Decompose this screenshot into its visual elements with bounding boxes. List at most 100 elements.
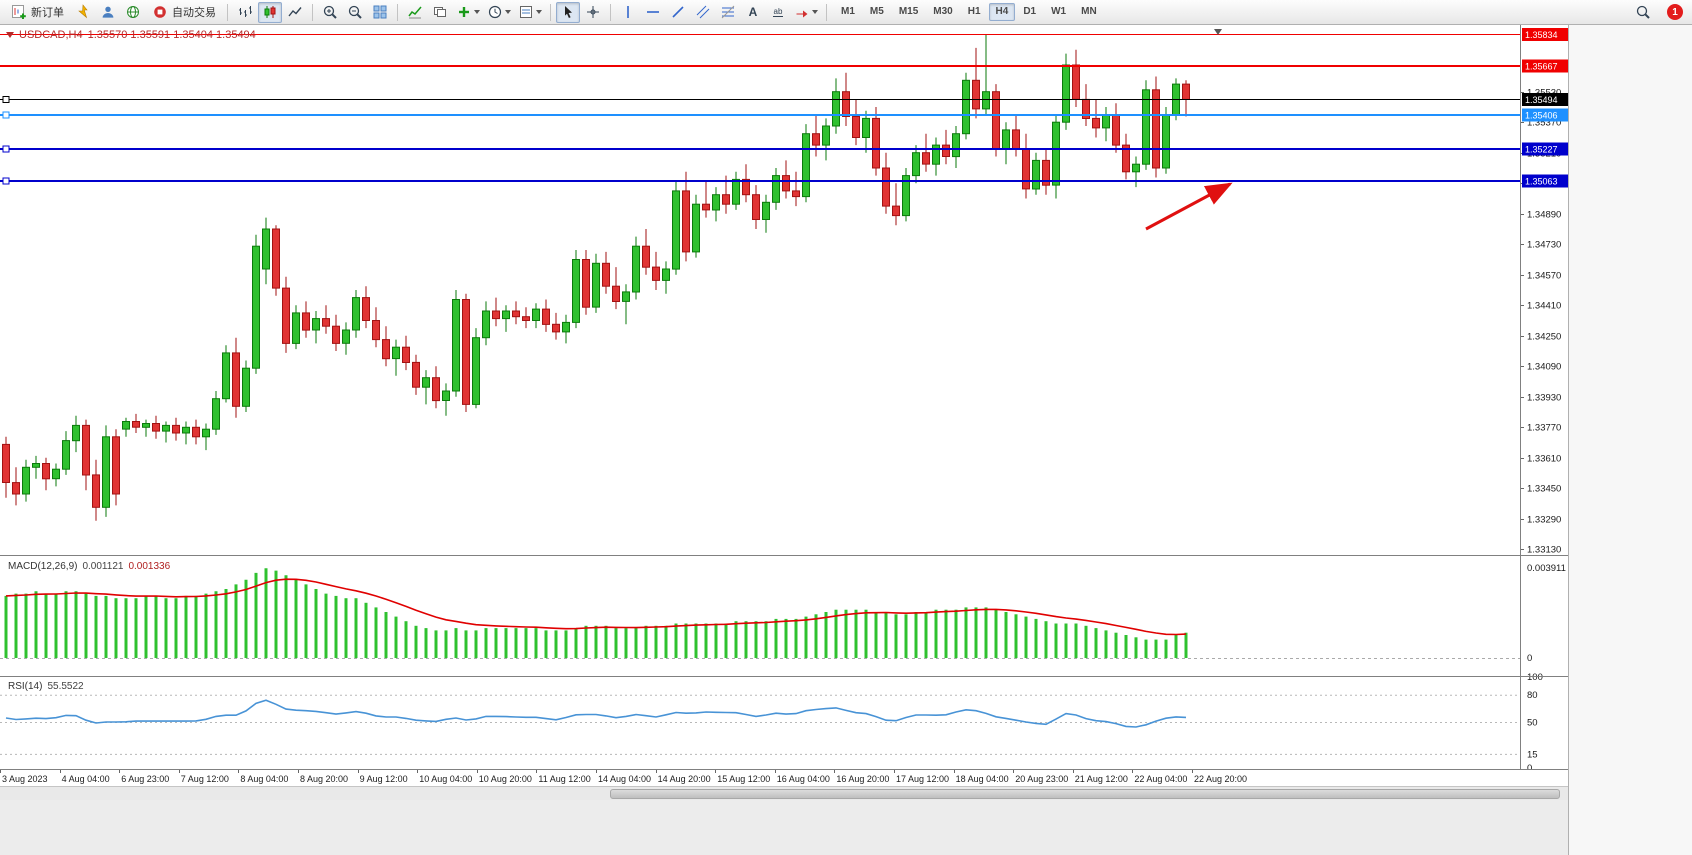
horizontal-line-1.35406[interactable]: 1.35406 [0,108,1568,122]
time-axis-label: 8 Aug 04:00 [240,774,289,784]
price-line-label [1522,28,1568,41]
profiles-button[interactable] [96,2,120,23]
candle-body [62,440,70,470]
fibonacci-button[interactable] [716,2,740,23]
time-axis-label: 10 Aug 04:00 [419,774,473,784]
horizontal-line-1.35667[interactable]: 1.35667 [0,59,1568,73]
candle-body [502,310,510,320]
price-scale-tick: 1.33450 [1527,484,1561,495]
timeframe-w1-button[interactable]: W1 [1044,3,1073,21]
timeframe-m5-button[interactable]: M5 [863,3,891,21]
timeframe-m30-button[interactable]: M30 [926,3,959,21]
crosshair-button[interactable] [581,2,605,23]
channel-button[interactable] [691,2,715,23]
horizontal-line-1.35227[interactable]: 1.35227 [0,142,1568,156]
vertical-line-button[interactable] [616,2,640,23]
horizontal-line-1.35834[interactable]: 1.35834 [0,28,1568,41]
horizontal-line-button[interactable] [641,2,665,23]
candle-body [702,203,710,211]
auto-trading-button[interactable]: 自动交易 [146,2,222,23]
add-indicator-button[interactable] [453,2,483,23]
timeframe-h1-button[interactable]: H1 [961,3,988,21]
toolbar-separator [397,3,398,21]
timeframe-mn-button[interactable]: MN [1074,3,1104,21]
candle-body [1142,89,1150,165]
arrows-button[interactable] [791,2,821,23]
timeframe-m1-button[interactable]: M1 [834,3,862,21]
objects-list-button[interactable] [428,2,452,23]
text-label-button[interactable]: ab [766,2,790,23]
vertical-line-icon [627,6,629,18]
time-axis-label: 16 Aug 20:00 [836,774,890,784]
candle-body [122,421,130,430]
candle-body [102,436,110,508]
new-order-button[interactable]: 新订单 [5,2,70,23]
mql5-community-button[interactable] [121,2,145,23]
candle-body [1152,89,1160,169]
metaeditor-button[interactable] [71,2,95,23]
candle-body [222,352,230,400]
time-axis-label: 11 Aug 12:00 [538,774,591,784]
candle-body [112,436,120,495]
time-tick-mark [357,770,359,773]
candle-body [972,79,980,110]
price-line-label-text: 1.35494 [1525,95,1558,105]
tile-windows-button[interactable] [368,2,392,23]
candle-body [1102,114,1110,129]
price-line-label-text: 1.35406 [1525,111,1558,121]
scrollbar-thumb[interactable] [610,789,1560,799]
bar-chart-button[interactable] [233,2,257,23]
macd-signal-line [5,578,1187,636]
text-button[interactable]: A [741,2,765,23]
line-chart-button[interactable] [283,2,307,23]
zoom-out-button[interactable] [343,2,367,23]
time-tick-mark [1013,770,1015,773]
trend-arrow-annotation[interactable] [1145,182,1233,231]
chart-shift-marker[interactable] [1214,29,1222,35]
chart-plot[interactable]: 1.355301.353701.352101.350501.348901.347… [0,25,1568,770]
zoom-in-button[interactable] [318,2,342,23]
candle-body [1092,117,1100,129]
time-axis-label: 21 Aug 12:00 [1074,774,1128,784]
line-handle[interactable] [2,111,10,119]
candle-body [72,424,80,442]
one-click-trading-arrow-icon[interactable] [6,32,14,38]
price-scale-tick: 1.33770 [1527,423,1561,434]
candle-body [92,474,100,508]
candle-body [852,116,860,138]
templates-button[interactable] [515,2,545,23]
candle-body [642,245,650,268]
candle-body [312,318,320,331]
timeframe-d1-button[interactable]: D1 [1016,3,1043,21]
candle-body [992,91,1000,150]
cursor-button[interactable] [556,1,580,23]
indicators-button[interactable] [403,2,427,23]
candle-body [822,125,830,146]
time-axis-label: 22 Aug 04:00 [1134,774,1188,784]
line-handle[interactable] [2,96,10,103]
chevron-down-icon [505,10,511,14]
timeframe-m15-button[interactable]: M15 [892,3,925,21]
candlestick-series [2,34,1190,521]
periods-button[interactable] [484,2,514,23]
search-button[interactable] [1631,2,1655,23]
horizontal-line-1.35494[interactable]: 1.35494 [0,93,1568,106]
main-toolbar: 新订单 自动交易 [0,0,1692,25]
notification-badge[interactable]: 1 [1667,4,1683,20]
candle-body [252,245,260,369]
trendline-button[interactable] [666,2,690,23]
timeframe-h4-button[interactable]: H4 [988,3,1016,21]
candle-body [492,310,500,320]
candlestick-chart-button[interactable] [258,1,282,23]
horizontal-scrollbar[interactable] [0,786,1568,800]
horizontal-line-1.35063[interactable]: 1.35063 [0,174,1568,188]
line-handle[interactable] [2,177,10,185]
time-axis[interactable]: 3 Aug 2023 4 Aug 04:00 6 Aug 23:00 7 Aug 12… [0,770,1568,786]
price-scale-tick: 1.34250 [1527,332,1561,343]
candle-body [1032,159,1040,190]
candle-body [382,339,390,360]
rsi-name: RSI(14) [8,681,43,692]
time-axis-label: 16 Aug 04:00 [776,774,830,784]
candle-body [152,423,160,432]
line-handle[interactable] [2,145,10,153]
